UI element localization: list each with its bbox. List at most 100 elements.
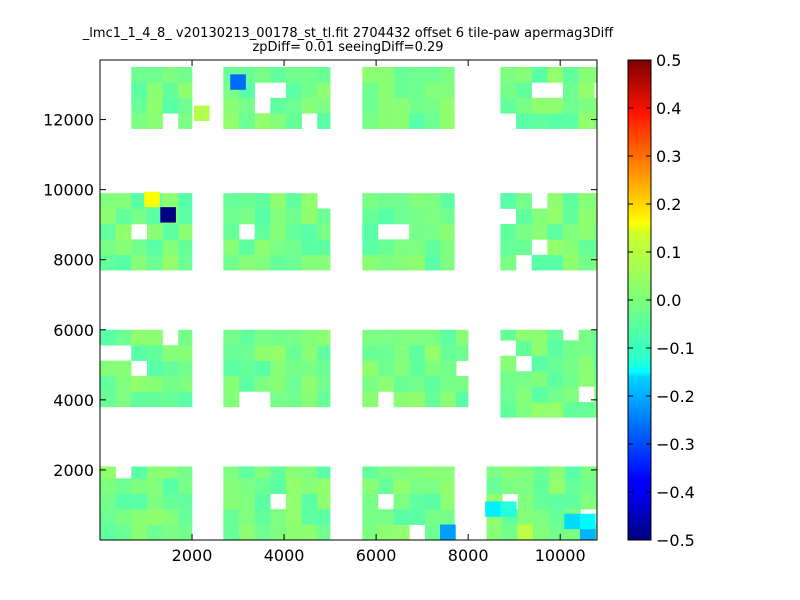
heatmap-cell xyxy=(146,391,163,408)
heatmap-cell xyxy=(393,113,410,129)
heatmap-cell xyxy=(146,466,163,479)
heatmap-cell xyxy=(146,360,163,377)
heatmap-cell xyxy=(223,329,240,346)
heatmap-cell xyxy=(162,360,179,377)
heatmap-cell xyxy=(301,493,318,510)
heatmap-cell xyxy=(547,193,564,209)
heatmap-cell xyxy=(223,208,240,225)
heatmap-cell xyxy=(531,97,548,114)
heatmap-cell xyxy=(362,82,379,99)
heatmap-cell xyxy=(270,376,287,392)
heatmap-cell xyxy=(562,340,579,357)
heatmap-cell xyxy=(516,223,532,240)
heatmap-cell xyxy=(578,67,595,83)
heatmap-cell xyxy=(424,329,441,346)
heatmap-cell xyxy=(578,340,595,357)
heatmap-cell xyxy=(500,193,517,209)
heatmap-cell xyxy=(223,360,240,377)
heatmap-cell xyxy=(146,97,163,114)
heatmap-cell xyxy=(285,345,302,361)
heatmap-cell xyxy=(317,254,331,271)
heatmap-cell xyxy=(115,254,132,271)
heatmap-cell xyxy=(594,386,598,403)
heatmap-cell xyxy=(162,193,179,209)
heatmap-cell xyxy=(100,360,116,377)
heatmap-highlight-cell xyxy=(517,524,534,540)
heatmap-cell xyxy=(100,376,116,392)
heatmap-cell xyxy=(440,193,455,209)
heatmap-cell xyxy=(178,524,193,541)
heatmap-cell xyxy=(409,67,426,83)
heatmap-cell xyxy=(301,97,318,114)
heatmap-cell xyxy=(549,466,566,479)
heatmap-cell xyxy=(578,113,595,129)
heatmap-cell xyxy=(516,113,532,129)
heatmap-cell xyxy=(440,239,455,256)
heatmap-cell xyxy=(285,239,302,256)
heatmap-cell xyxy=(301,345,318,361)
axes: 2000 4000 6000 8000 10000 2000 4000 6000 8000 100… xyxy=(43,60,597,565)
heatmap-cell xyxy=(162,223,179,240)
heatmap-cell xyxy=(301,208,318,225)
heatmap-cell xyxy=(578,193,595,209)
heatmap-cell xyxy=(362,509,379,525)
heatmap-cell xyxy=(146,254,163,271)
heatmap-cell xyxy=(162,524,179,541)
heatmap-cell xyxy=(594,401,598,418)
heatmap-cell xyxy=(409,223,426,240)
heatmap-cell xyxy=(594,371,598,387)
heatmap-cell xyxy=(500,386,517,403)
heatmap-cell xyxy=(486,524,503,541)
x-tick-label: 2000 xyxy=(172,546,213,565)
heatmap-cell xyxy=(317,478,331,495)
heatmap-cell xyxy=(362,524,379,541)
colorbar-tick-label: −0.2 xyxy=(656,387,695,406)
heatmap-cell xyxy=(500,254,517,271)
heatmap-cell xyxy=(285,113,302,129)
heatmap-cell xyxy=(162,82,179,99)
heatmap-cell xyxy=(100,466,116,479)
y-tick-label: 12000 xyxy=(43,111,94,130)
heatmap-cell xyxy=(424,223,441,240)
heatmap-cell xyxy=(500,239,517,256)
heatmap-cell xyxy=(549,478,566,495)
heatmap-cell xyxy=(377,254,394,271)
heatmap-cell xyxy=(223,524,240,541)
heatmap-cell xyxy=(562,386,579,403)
heatmap-cell xyxy=(131,254,148,271)
heatmap-cell xyxy=(578,223,595,240)
heatmap-cell xyxy=(547,239,564,256)
heatmap-cell xyxy=(500,67,517,83)
heatmap-cell xyxy=(162,254,179,271)
heatmap-cell xyxy=(100,329,116,346)
heatmap-cell xyxy=(223,223,240,240)
heatmap-cell xyxy=(517,493,534,510)
heatmap-cell xyxy=(440,329,457,346)
heatmap-cell xyxy=(178,376,193,392)
heatmap-cell xyxy=(254,524,271,541)
heatmap-cell xyxy=(362,193,379,209)
heatmap-cell xyxy=(531,329,548,341)
heatmap-cell xyxy=(270,509,287,525)
heatmap-cell xyxy=(285,223,302,240)
heatmap-cell xyxy=(270,193,287,209)
heatmap-cell xyxy=(270,67,287,83)
heatmap-cell xyxy=(562,208,579,225)
heatmap-cell xyxy=(254,329,271,346)
heatmap-cell xyxy=(440,493,455,510)
heatmap-cell xyxy=(424,466,441,479)
heatmap-cell xyxy=(131,493,148,510)
heatmap-cell xyxy=(238,360,255,377)
heatmap-cell xyxy=(578,254,595,271)
heatmap-cell xyxy=(500,355,517,372)
heatmap-cell xyxy=(115,376,132,392)
heatmap-cell xyxy=(131,509,148,525)
heatmap-cell xyxy=(178,239,193,256)
heatmap-cell xyxy=(531,386,548,403)
heatmap-cell xyxy=(285,67,302,83)
heatmap-cell xyxy=(362,478,379,495)
heatmap-cell xyxy=(517,509,534,525)
heatmap-cell xyxy=(377,67,394,83)
x-tick-label: 10000 xyxy=(535,546,586,565)
